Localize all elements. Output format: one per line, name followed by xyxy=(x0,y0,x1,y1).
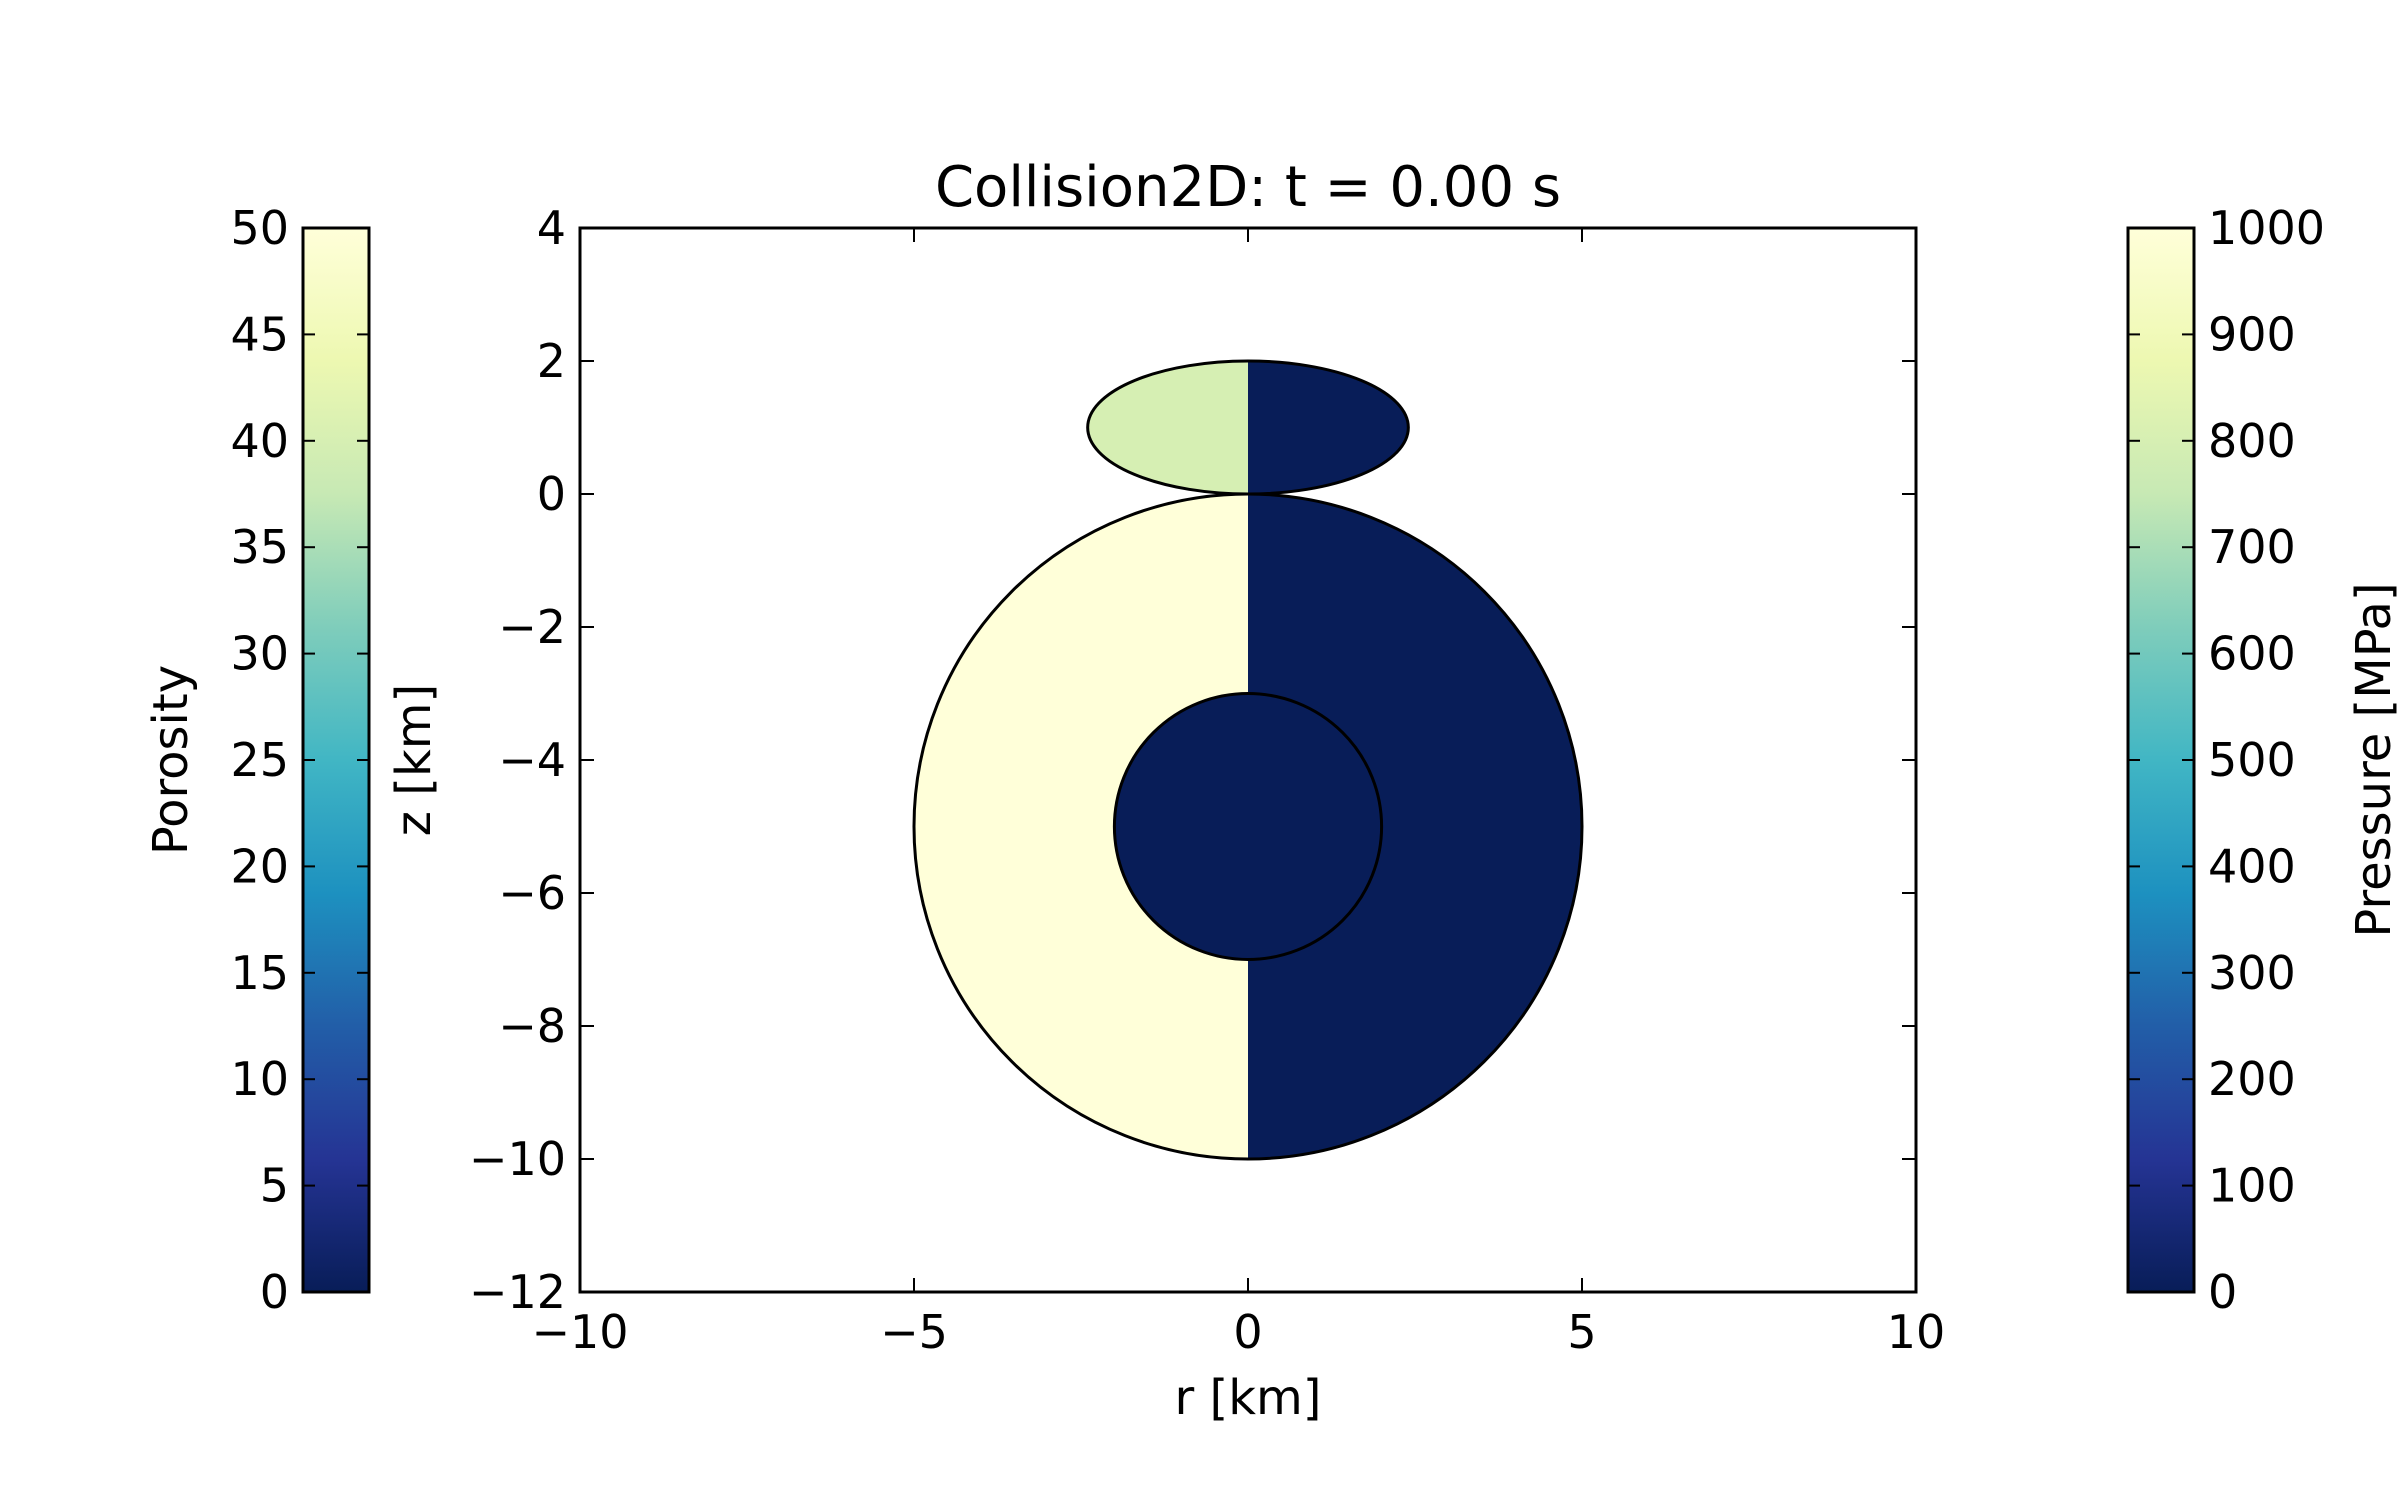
porosity-colorbar: 0 5 10 15 20 25 30 35 40 45 50 xyxy=(230,201,371,1319)
y-tick-label: −6 xyxy=(498,866,566,920)
porosity-colorbar-label: Porosity xyxy=(143,665,199,855)
target-core-outline xyxy=(1112,692,1384,961)
pressure-tick-label: 1000 xyxy=(2208,201,2325,255)
x-tick-label: 10 xyxy=(1887,1305,1946,1359)
x-tick-label: 5 xyxy=(1567,1305,1596,1359)
target-core-pressure-half xyxy=(1248,693,1382,960)
y-tick-label: 2 xyxy=(537,334,566,388)
pressure-tick-label: 200 xyxy=(2208,1052,2296,1106)
x-axis-ticks: −10 −5 0 5 10 xyxy=(531,228,1945,1359)
impactor-porosity-half xyxy=(1087,361,1248,494)
y-tick-label: −12 xyxy=(469,1265,566,1319)
y-tick-label: 4 xyxy=(537,201,566,255)
chart-title: Collision2D: t = 0.00 s xyxy=(935,155,1561,220)
pressure-colorbar-label: Pressure [MPa] xyxy=(2346,582,2400,937)
pressure-tick-label: 500 xyxy=(2208,733,2296,787)
pressure-tick-label: 400 xyxy=(2208,839,2296,893)
x-axis-label: r [km] xyxy=(1175,1370,1322,1426)
porosity-tick-label: 5 xyxy=(260,1159,289,1213)
porosity-tick-label: 30 xyxy=(230,627,289,681)
impactor-outline xyxy=(1086,359,1410,496)
x-tick-label: −10 xyxy=(531,1305,628,1359)
x-tick-label: 0 xyxy=(1233,1305,1262,1359)
bodies-layer xyxy=(912,359,1584,1161)
porosity-tick-label: 25 xyxy=(230,733,289,787)
pressure-colorbar: 0 100 200 300 400 500 600 700 800 900 1000 xyxy=(2126,201,2325,1319)
y-tick-label: −10 xyxy=(469,1132,566,1186)
pressure-tick-label: 600 xyxy=(2208,627,2296,681)
pressure-tick-label: 300 xyxy=(2208,946,2296,1000)
porosity-tick-label: 35 xyxy=(230,520,289,574)
porosity-tick-label: 40 xyxy=(230,414,289,468)
target-porosity-half xyxy=(914,494,1248,1159)
porosity-tick-label: 50 xyxy=(230,201,289,255)
pressure-tick-label: 900 xyxy=(2208,307,2296,361)
y-tick-label: −4 xyxy=(498,733,566,787)
target-core-porosity-half xyxy=(1114,693,1248,960)
target-pressure-half xyxy=(1248,494,1582,1159)
pressure-tick-label: 100 xyxy=(2208,1159,2296,1213)
y-axis-ticks: −12 −10 −8 −6 −4 −2 0 2 4 xyxy=(469,201,1916,1319)
porosity-tick-label: 20 xyxy=(230,839,289,893)
porosity-tick-label: 15 xyxy=(230,946,289,1000)
y-tick-label: −2 xyxy=(498,600,566,654)
pressure-tick-label: 700 xyxy=(2208,520,2296,574)
y-tick-label: −8 xyxy=(498,999,566,1053)
porosity-tick-label: 45 xyxy=(230,307,289,361)
pressure-colorbar-ticks: 0 100 200 300 400 500 600 700 800 900 1000 xyxy=(2128,201,2325,1319)
pressure-tick-label: 0 xyxy=(2208,1265,2237,1319)
y-tick-label: 0 xyxy=(537,467,566,521)
porosity-colorbar-ticks: 0 5 10 15 20 25 30 35 40 45 50 xyxy=(230,201,369,1319)
pressure-tick-label: 800 xyxy=(2208,414,2296,468)
y-axis-label: z [km] xyxy=(386,684,442,836)
x-tick-label: −5 xyxy=(880,1305,948,1359)
impactor-pressure-half xyxy=(1248,361,1409,494)
porosity-tick-label: 10 xyxy=(230,1052,289,1106)
porosity-tick-label: 0 xyxy=(260,1265,289,1319)
